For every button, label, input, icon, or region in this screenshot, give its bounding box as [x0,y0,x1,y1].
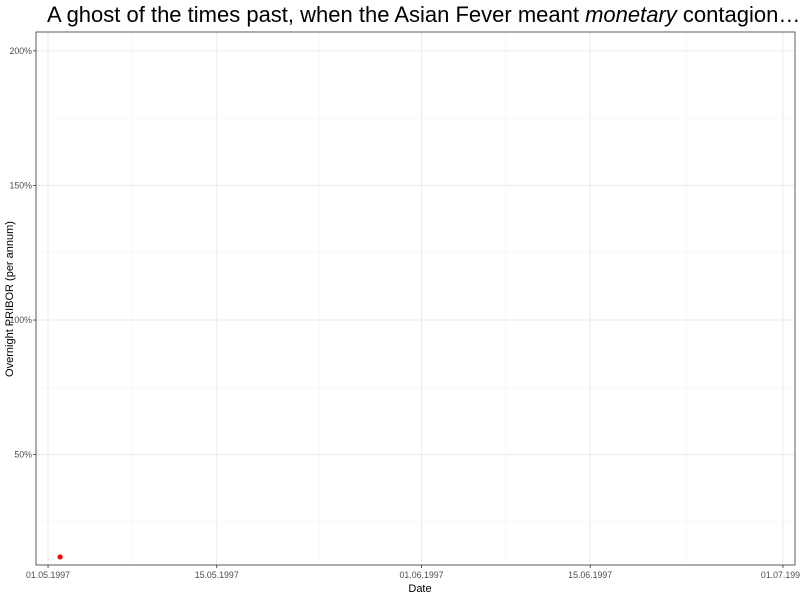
y-tick-label: 200% [10,46,33,56]
x-tick-label: 01.07.1997 [761,570,800,580]
x-axis: 01.05.1997 15.05.1997 01.06.1997 15.06.1997… [26,565,800,580]
chart-title-part2: contagion… [676,2,800,27]
data-point [57,554,63,560]
y-tick-label: 50% [14,450,32,460]
x-axis-title: Date [408,583,431,595]
plot-panel-border [35,31,796,566]
y-axis: 50% 100% 150% 200% [10,46,36,460]
y-tick-label: 100% [10,315,33,325]
data-points [57,554,63,560]
chart-title: A ghost of the times past, when the Asia… [47,0,800,30]
x-tick-label: 15.05.1997 [195,570,239,580]
x-tick-label: 01.06.1997 [400,570,444,580]
grid-minor [36,32,795,565]
grid-major [36,32,795,565]
chart-title-emphasis: monetary [585,2,677,27]
x-tick-label: 15.06.1997 [568,570,612,580]
y-tick-label: 150% [10,180,33,190]
y-axis-title: Overnight PRIBOR (per annum) [4,221,16,377]
chart-title-part1: A ghost of the times past, when the Asia… [47,2,586,27]
x-tick-label: 01.05.1997 [26,570,70,580]
